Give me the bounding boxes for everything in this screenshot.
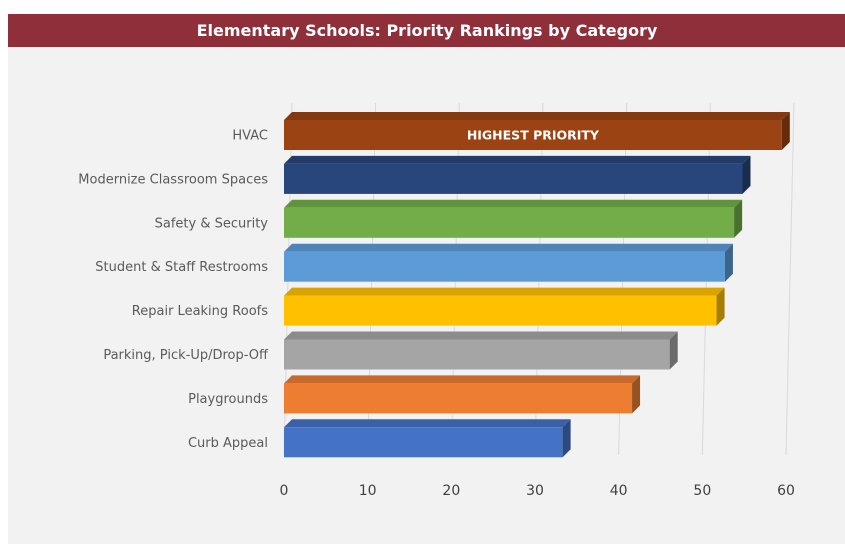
bar — [284, 375, 641, 414]
category-label: Student & Staff Restrooms — [95, 260, 268, 275]
category-label: Parking, Pick-Up/Drop-Off — [103, 348, 269, 363]
category-label: HVAC — [232, 129, 268, 144]
chart-title: Elementary Schools: Priority Rankings by… — [8, 14, 845, 47]
bar-front-face — [284, 163, 743, 194]
bar-front-face — [284, 207, 735, 238]
x-tick-label: 50 — [693, 483, 711, 499]
bar-front-face — [284, 120, 782, 150]
bar: HIGHEST PRIORITY — [284, 112, 790, 150]
category-label: Playgrounds — [188, 392, 268, 407]
bar — [284, 199, 743, 238]
x-tick-label: 10 — [359, 483, 377, 499]
bars: HIGHEST PRIORITY — [284, 112, 790, 458]
bar-front-face — [284, 383, 633, 414]
bar-top-face — [284, 155, 751, 164]
x-tick-label: 30 — [526, 483, 544, 499]
bar-top-face — [284, 331, 678, 340]
bar — [284, 243, 733, 282]
x-tick-label: 0 — [280, 483, 289, 499]
gridline — [785, 102, 795, 456]
bar-side-face — [562, 419, 571, 458]
highest-priority-label: HIGHEST PRIORITY — [467, 128, 600, 143]
category-label: Repair Leaking Roofs — [132, 304, 268, 319]
bar-top-face — [284, 419, 571, 428]
bar-side-face — [632, 375, 641, 414]
bar-top-face — [284, 375, 641, 384]
x-tick-label: 60 — [777, 483, 795, 499]
bar-side-face — [669, 331, 678, 370]
category-label: Safety & Security — [155, 216, 269, 231]
bar-front-face — [284, 295, 717, 326]
bar-side-face — [742, 155, 751, 194]
bar-side-face — [781, 112, 790, 150]
bar-top-face — [284, 287, 725, 296]
bar-top-face — [284, 243, 733, 252]
bar-side-face — [734, 199, 743, 238]
bar — [284, 419, 571, 458]
bar-side-face — [716, 287, 725, 326]
bar-front-face — [284, 427, 563, 458]
x-tick-label: 20 — [442, 483, 460, 499]
bar — [284, 155, 751, 194]
bar — [284, 331, 678, 370]
bar-front-face — [284, 339, 670, 370]
bar-front-face — [284, 251, 725, 282]
bar-top-face — [284, 112, 790, 120]
bar-side-face — [724, 243, 733, 282]
x-tick-label: 40 — [610, 483, 628, 499]
bar — [284, 287, 725, 326]
x-axis-ticks: 0 10 20 30 40 50 60 — [280, 483, 795, 499]
category-label: Curb Appeal — [188, 436, 268, 451]
bar-top-face — [284, 199, 743, 208]
category-labels: HVAC Modernize Classroom Spaces Safety & S… — [78, 129, 269, 451]
category-label: Modernize Classroom Spaces — [78, 172, 268, 187]
